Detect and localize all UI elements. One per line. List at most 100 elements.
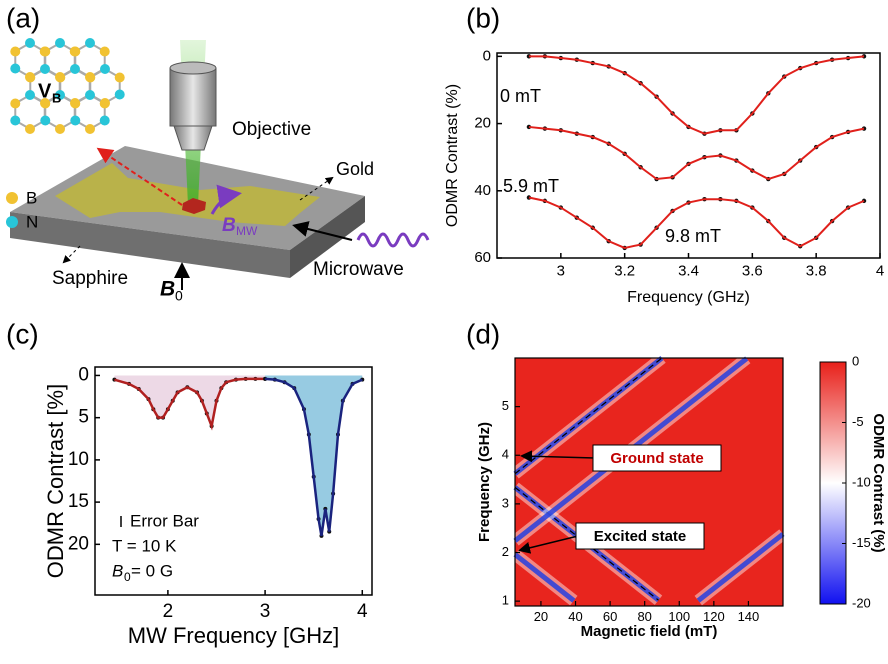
y-tick-label: 15 [68, 491, 89, 512]
resonance-line [513, 552, 576, 603]
y-tick-label: 5 [502, 398, 509, 413]
x-tick-label: 2 [163, 601, 174, 622]
lattice-atom [10, 115, 21, 126]
x-axis-title: Magnetic field (mT) [581, 623, 718, 640]
y-tick-label: 40 [474, 182, 491, 199]
objective-tip [173, 125, 213, 151]
x-tick-label: 3.2 [614, 262, 635, 279]
lattice-atom [10, 63, 21, 74]
lattice-atom [25, 90, 35, 100]
y-axis-title: ODMR Contrast [%] [43, 384, 68, 578]
annotation-arrow [520, 450, 596, 463]
panel-label: (d) [466, 318, 500, 349]
x-axis-title: Frequency (GHz) [627, 289, 750, 306]
area-fill [265, 375, 363, 536]
x-tick-label: 140 [738, 609, 760, 624]
resonance-line [696, 532, 785, 603]
lattice-atom [25, 72, 36, 83]
bmw-symbol: B [222, 215, 236, 236]
lattice-atom [99, 98, 110, 109]
objective-top [169, 61, 217, 75]
lattice-atom [85, 90, 95, 100]
heatmap-background [515, 358, 783, 606]
y-tick-label: 0 [483, 47, 491, 64]
x-tick-label: 4 [876, 262, 884, 279]
lattice-atom [99, 46, 110, 57]
lattice-atom [99, 115, 110, 126]
colorbar-tick-label: -15 [852, 535, 871, 550]
x-axis-title: MW Frequency [GHz] [128, 623, 339, 648]
x-tick-label: 40 [568, 609, 582, 624]
legend-n-dot [6, 216, 18, 228]
slab-front [10, 212, 290, 278]
x-tick-label: 3.8 [806, 262, 827, 279]
annotation: 0 [124, 570, 131, 584]
x-tick-label: 120 [703, 609, 725, 624]
y-tick-label: 5 [78, 407, 89, 428]
legend-b: B [26, 188, 37, 207]
annotation: = 0 G [131, 561, 173, 580]
annotation-arrow [518, 535, 579, 554]
y-tick-label: 20 [474, 115, 491, 132]
x-tick-label: 60 [603, 609, 617, 624]
lattice-atom [114, 89, 125, 100]
x-tick-label: 4 [357, 601, 368, 622]
lattice-atom [10, 98, 21, 109]
panel-label: (b) [466, 2, 500, 33]
lattice-atom [85, 124, 95, 134]
y-tick-label: 3 [502, 495, 509, 510]
annotation: B [112, 561, 123, 580]
plot-frame [514, 357, 784, 607]
lattice-atom [55, 124, 65, 134]
annotation-box [575, 522, 705, 550]
microwave-arrow [292, 221, 353, 241]
slab-side [290, 196, 365, 278]
lattice-atom [55, 90, 65, 100]
lattice-atom [25, 38, 35, 48]
lattice-atom [10, 46, 21, 57]
y-tick-label: 60 [474, 249, 491, 266]
y-axis-title: Frequency (GHz) [476, 422, 493, 542]
annotation: Excited state [594, 528, 687, 545]
vb-symbol: V [38, 80, 52, 102]
panel-label: (c) [6, 318, 39, 349]
setup-diagram: B N V B Objective Gold Sapphire Microwav… [6, 38, 430, 304]
annotation: Ground state [610, 450, 703, 467]
b0-symbol: B [160, 278, 175, 301]
lattice-atom [114, 72, 125, 83]
lattice-atom [70, 98, 81, 109]
vb-sub: B [52, 90, 61, 105]
lattice-atom [70, 46, 81, 57]
dashed-guide [514, 357, 663, 475]
lattice-atom [40, 46, 51, 57]
y-tick-label: 20 [68, 533, 89, 554]
fit-line [264, 377, 363, 537]
lattice-atom [100, 64, 110, 74]
objective-label: Objective [232, 119, 311, 140]
y-axis-title: ODMR Contrast (%) [444, 84, 461, 227]
lattice-bond [74, 93, 106, 131]
bmw-arrow [210, 184, 242, 215]
fit-line [528, 196, 865, 249]
bmw-sub: MW [236, 224, 258, 238]
x-tick-label: 100 [668, 609, 690, 624]
lattice-atom [40, 64, 50, 74]
objective-body [169, 67, 217, 127]
annotation: Error Bar [130, 511, 199, 530]
x-tick-label: 20 [534, 609, 548, 624]
panel-label: (a) [6, 2, 40, 33]
x-tick-label: 3.6 [742, 262, 763, 279]
legend-b-dot [6, 192, 18, 204]
x-tick-label: 3 [557, 262, 565, 279]
colorbar-tick-label: -10 [852, 474, 871, 489]
colorbar-tick-label: -5 [852, 414, 864, 429]
sapphire-label: Sapphire [52, 268, 128, 289]
colorbar-title: ODMR Contrast (%) [870, 413, 887, 552]
y-tick-label: 2 [502, 544, 509, 559]
lattice-atom [70, 64, 80, 74]
y-tick-label: 4 [502, 447, 509, 462]
sample-spot [182, 198, 206, 214]
x-tick-label: 80 [637, 609, 651, 624]
microwave-wave [356, 232, 430, 248]
